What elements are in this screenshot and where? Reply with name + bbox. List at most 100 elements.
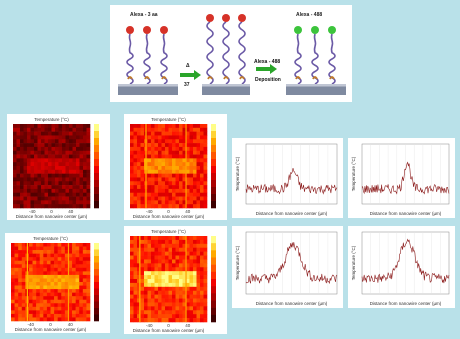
colorbar-cell — [211, 124, 216, 132]
colorbar-cell — [211, 187, 216, 195]
colorbar-cell — [211, 145, 216, 153]
right-2-linker — [329, 76, 335, 80]
heatmap-xlabel: Distance from nanowire center (µm) — [15, 327, 87, 332]
colorbar-cell — [211, 138, 216, 146]
colorbar-cell — [94, 269, 99, 276]
dna-schematic: Alexa - 3 aa Δ 37 Alexa - 488 Deposition… — [110, 5, 352, 102]
left-1-strand — [143, 33, 151, 85]
profile-xlabel: Distance from nanowire center (µm) — [370, 301, 442, 306]
mid-0-fluorophore — [206, 14, 214, 22]
electrode-line — [67, 243, 70, 321]
right-substrate — [286, 86, 346, 95]
colorbar-cell — [94, 308, 99, 315]
mid-2-linker — [239, 76, 245, 80]
colorbar-cell — [211, 159, 216, 167]
arrow1-sub: 37 — [184, 82, 190, 88]
colorbar-cell — [94, 124, 99, 132]
colorbar-cell — [211, 201, 216, 209]
colorbar-cell — [211, 314, 216, 323]
colorbar-cell — [94, 275, 99, 283]
heatmap-tick-label: 0 — [167, 323, 170, 328]
colorbar-cell — [211, 194, 216, 202]
right-strands — [294, 26, 336, 85]
left-1-linker — [144, 76, 150, 80]
left-2-fluorophore — [160, 26, 168, 34]
temperature-profile-line — [361, 161, 450, 195]
colorbar-cell — [94, 256, 99, 263]
colorbar-cell — [211, 300, 216, 308]
electrode-line — [185, 236, 187, 322]
heatmap-tick-label: 40 — [68, 209, 74, 214]
heatmap-tick-label: 0 — [167, 209, 170, 214]
heatmap-tick-label: -40 — [146, 323, 153, 328]
mid-2-fluorophore — [238, 14, 246, 22]
colorbar-cell — [94, 314, 99, 322]
colorbar-cell — [211, 180, 216, 188]
profile-ylabel: Temperature (°C) — [235, 245, 240, 280]
mid-1-linker — [223, 76, 229, 80]
colorbar-cell — [211, 264, 216, 273]
heatmap-tick-label: -40 — [27, 322, 34, 327]
heatmap-title: Temperature (°C) — [151, 229, 186, 234]
heatmap-1: Temperature (°C) -40 0 40 Distance from nano… — [7, 114, 110, 220]
colorbar-cell — [211, 257, 216, 265]
arrow2-icon — [256, 64, 277, 74]
left-2-strand — [160, 33, 168, 85]
profile-plot-4: Distance from nanowire center (µm) Temper… — [348, 226, 455, 308]
profile-ylabel: Temperature (°C) — [351, 245, 356, 280]
right-2-strand — [328, 33, 336, 85]
heatmap-4: Temperature (°C) -40 0 40 Distance from nano… — [124, 226, 227, 334]
colorbar-cell — [94, 131, 99, 139]
left-2-linker — [161, 76, 167, 80]
colorbar-cell — [94, 152, 99, 160]
temperature-profile-line — [245, 242, 338, 285]
colorbar-cell — [211, 166, 216, 174]
left-0-strand — [126, 33, 134, 85]
right-0-strand — [294, 33, 302, 85]
heatmap-xlabel: Distance from nanowire center (µm) — [133, 328, 205, 333]
colorbar-cell — [94, 201, 99, 209]
heatmap-title: Temperature (°C) — [151, 117, 186, 122]
arrow2-sub: Deposition — [255, 77, 281, 83]
heatmap-tick-label: 40 — [185, 209, 191, 214]
mid-0-strand — [206, 21, 214, 85]
profile-plot-2: Distance from nanowire center (µm) Temper… — [348, 138, 455, 218]
colorbar-cell — [211, 307, 216, 316]
profile-plot-3: Distance from nanowire center (µm) Temper… — [232, 226, 343, 308]
colorbar-cell — [94, 180, 99, 188]
colorbar-cell — [94, 145, 99, 153]
mid-2-strand — [238, 21, 246, 85]
right-2-fluorophore — [328, 26, 336, 34]
heatmap-tick-label: 0 — [49, 322, 52, 327]
right-1-linker — [312, 76, 318, 80]
left-substrate — [118, 86, 178, 95]
heatmap-title: Temperature (°C) — [34, 117, 69, 122]
electrode-line — [26, 243, 28, 321]
colorbar-cell — [94, 282, 99, 289]
electrode-line — [145, 124, 147, 208]
colorbar-cell — [94, 262, 99, 270]
right-1-fluorophore — [311, 26, 319, 34]
arrow2-label: Alexa - 488 — [254, 59, 280, 65]
colorbar-cell — [94, 243, 99, 250]
temperature-profile-line — [245, 168, 338, 195]
heatmap-tick-label: -40 — [146, 209, 153, 214]
heatmap-tick-label: 0 — [50, 209, 53, 214]
colorbar-cell — [94, 288, 99, 296]
colorbar-cell — [94, 295, 99, 302]
heatmap-xlabel: Distance from nanowire center (µm) — [133, 214, 205, 219]
right-0-fluorophore — [294, 26, 302, 34]
profile-ylabel: Temperature (°C) — [351, 156, 356, 191]
colorbar-cell — [94, 194, 99, 202]
right-0-linker — [295, 76, 301, 80]
right-group-label: Alexa - 488 — [296, 12, 322, 18]
colorbar-cell — [211, 131, 216, 139]
heatmap-xlabel: Distance from nanowire center (µm) — [16, 214, 88, 219]
heatmap-tick-label: -40 — [29, 209, 36, 214]
mid-1-strand — [222, 21, 230, 85]
colorbar-cell — [211, 152, 216, 160]
colorbar-cell — [94, 301, 99, 309]
left-1-fluorophore — [143, 26, 151, 34]
left-0-fluorophore — [126, 26, 134, 34]
left-strands — [126, 26, 168, 85]
